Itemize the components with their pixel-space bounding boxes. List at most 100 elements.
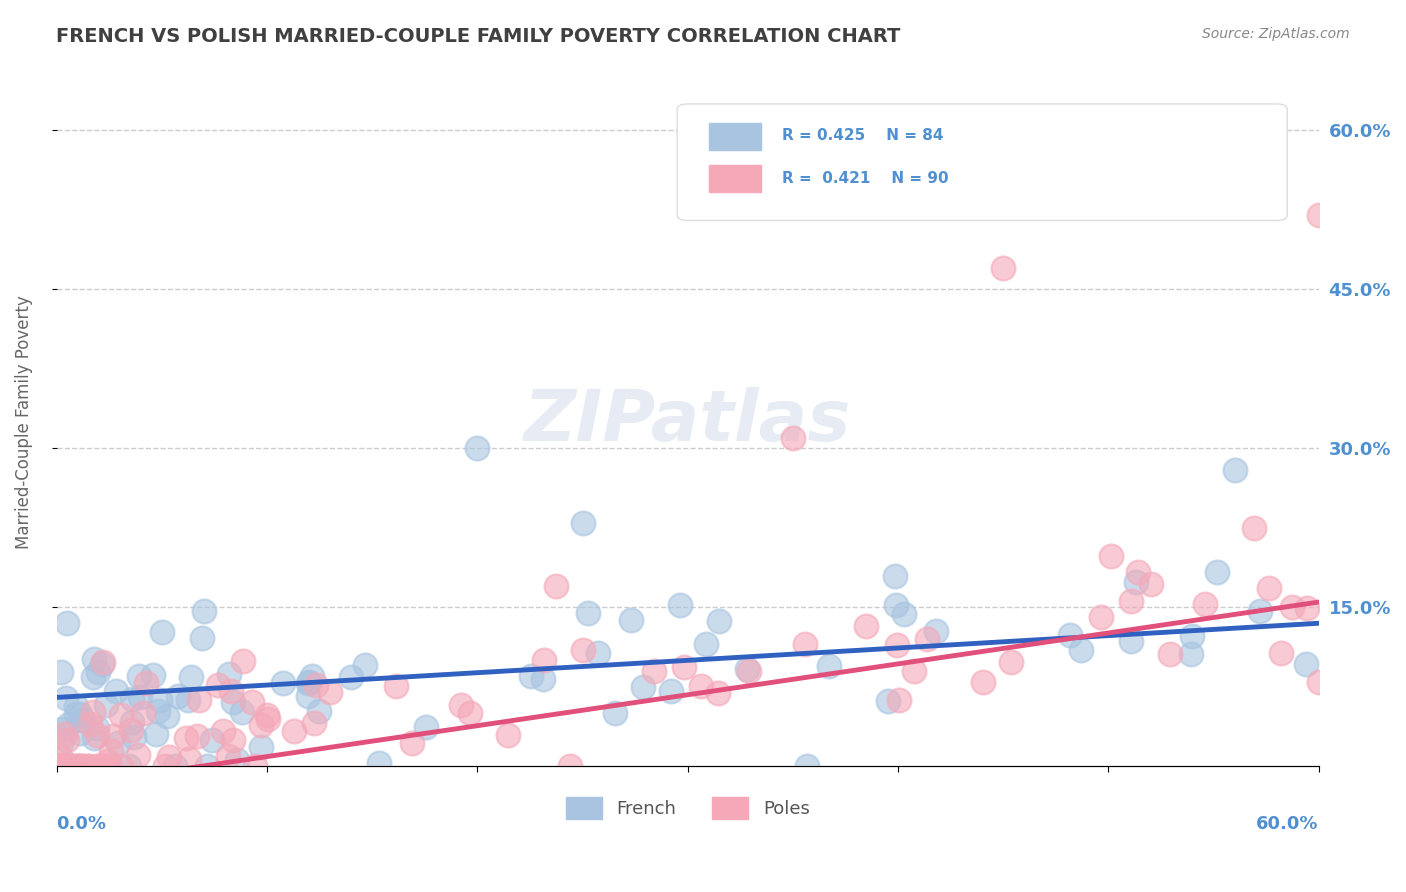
Point [782, 431, 804, 445]
Point [84, 759, 107, 773]
Point [83, 652, 105, 666]
Point [65, 706, 87, 721]
Point [128, 669, 150, 683]
Point [83, 731, 105, 745]
Point [232, 654, 254, 668]
Point [222, 732, 245, 747]
Point [132, 706, 155, 721]
Point [972, 674, 994, 689]
Point [793, 637, 815, 651]
Point [56, 759, 79, 773]
Point [82, 705, 104, 719]
Point [150, 624, 173, 639]
Point [301, 669, 323, 683]
Point [49, 759, 72, 773]
Point [122, 730, 145, 744]
Point [1308, 208, 1330, 222]
Point [82, 669, 104, 683]
Text: ZIPatlas: ZIPatlas [524, 387, 852, 457]
Point [163, 759, 186, 773]
Point [186, 729, 208, 743]
Point [231, 705, 253, 719]
Point [818, 658, 841, 673]
Point [256, 707, 278, 722]
Legend: French, Poles: French, Poles [558, 789, 817, 826]
Point [135, 676, 157, 690]
Text: R =  0.421    N = 90: R = 0.421 N = 90 [782, 170, 949, 186]
Point [107, 736, 129, 750]
Point [368, 756, 391, 770]
Point [145, 727, 167, 741]
Point [89, 759, 111, 773]
Point [91, 657, 114, 671]
Bar [709, 123, 761, 150]
Point [59, 759, 82, 773]
Point [121, 691, 143, 706]
Point [1139, 577, 1161, 591]
Point [689, 679, 711, 693]
Point [100, 744, 122, 758]
Point [496, 728, 519, 742]
Point [735, 662, 758, 676]
Point [91, 655, 114, 669]
Point [571, 642, 593, 657]
Point [889, 693, 911, 707]
Point [1194, 597, 1216, 611]
Point [77, 759, 100, 773]
Point [1243, 521, 1265, 535]
Point [465, 442, 488, 456]
Point [58, 717, 80, 731]
Point [1295, 657, 1317, 672]
Point [55, 691, 77, 706]
Point [49, 759, 72, 773]
Point [142, 667, 165, 681]
Point [256, 712, 278, 726]
Point [297, 689, 319, 703]
Point [157, 750, 180, 764]
Point [319, 685, 342, 699]
Point [308, 704, 330, 718]
Point [1099, 549, 1122, 564]
Point [925, 624, 948, 639]
FancyBboxPatch shape [678, 104, 1288, 220]
Point [225, 753, 247, 767]
Point [297, 676, 319, 690]
Text: 60.0%: 60.0% [1257, 814, 1319, 832]
Point [218, 667, 240, 681]
Point [49, 736, 72, 750]
Point [576, 607, 599, 621]
Point [94, 698, 117, 713]
Point [222, 695, 245, 709]
Point [884, 569, 907, 583]
Point [1119, 594, 1142, 608]
Text: Source: ZipAtlas.com: Source: ZipAtlas.com [1202, 27, 1350, 41]
Point [242, 695, 264, 709]
Point [167, 689, 190, 703]
Point [129, 690, 152, 704]
Point [60, 759, 83, 773]
Point [66, 759, 89, 773]
Point [993, 261, 1015, 276]
Point [1090, 610, 1112, 624]
Point [1159, 647, 1181, 661]
Point [893, 607, 915, 622]
Point [121, 715, 143, 730]
Point [384, 679, 406, 693]
Point [87, 665, 110, 680]
Point [1180, 647, 1202, 661]
Point [86, 728, 108, 742]
Point [531, 672, 554, 686]
Point [903, 664, 925, 678]
Point [603, 706, 626, 720]
Point [176, 731, 198, 745]
Point [339, 670, 361, 684]
Point [1119, 633, 1142, 648]
Point [886, 638, 908, 652]
Text: 0.0%: 0.0% [56, 814, 107, 832]
Point [62, 759, 84, 773]
Point [283, 723, 305, 738]
Point [271, 676, 294, 690]
Point [156, 709, 179, 723]
Point [146, 704, 169, 718]
Point [1296, 601, 1319, 615]
